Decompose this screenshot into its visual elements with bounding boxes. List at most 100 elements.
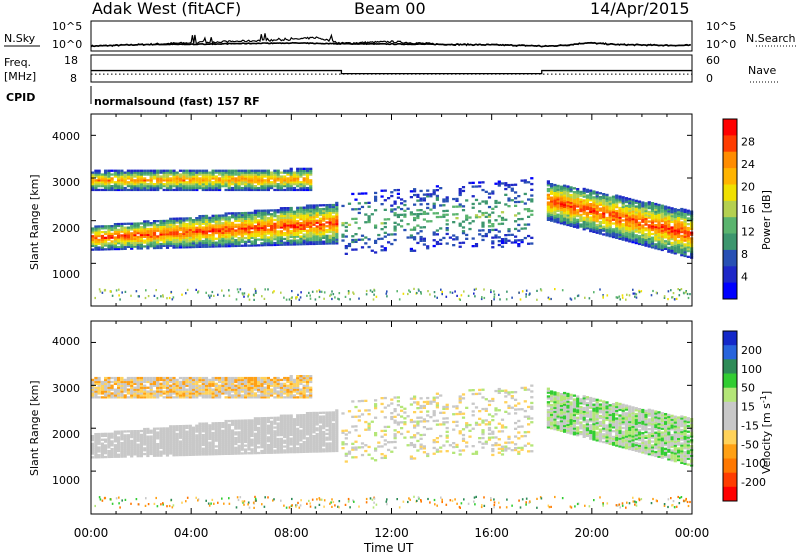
velocity-cell [113,451,117,455]
power-cell [240,229,244,232]
power-cell [211,237,215,240]
power-cell [325,217,329,220]
power-cell [191,244,196,247]
power-cell [91,244,95,247]
velocity-cell [191,447,196,451]
velocity-cell [146,431,150,434]
power-cell [263,226,267,230]
power-cell [452,205,456,208]
power-cell [165,183,170,186]
power-cell [357,192,361,195]
power-cell [244,211,248,215]
velocity-cell [185,430,189,433]
power-cell [253,215,257,218]
power-cell [250,232,254,236]
power-cell [312,231,316,234]
velocity-cell [283,451,287,454]
power-cell [97,234,101,238]
velocity-cell [335,438,339,441]
velocity-cell [318,442,323,445]
power-cell [618,197,622,200]
power-cell [657,203,661,207]
power-speckle [210,294,212,297]
power-cell [409,228,413,231]
velocity-cell [152,437,157,440]
velocity-cell [136,453,140,456]
power-cell [240,213,244,217]
power-cell [335,209,339,212]
power-cell [305,221,310,225]
power-cell [644,204,648,207]
power-cell [263,234,267,237]
power-cell [237,233,241,236]
power-cell [204,188,209,192]
power-cell [309,206,313,209]
power-cell [419,209,423,212]
velocity-cell [211,445,215,448]
velocity-cell [270,440,274,443]
velocity-cell [292,451,296,454]
velocity-cell [240,434,244,438]
velocity-cell [221,439,225,442]
power-speckle [685,290,687,293]
power-cell [270,224,274,227]
power-cell [683,252,687,256]
power-cell [126,236,130,239]
power-speckle [625,298,627,301]
power-cell [530,177,534,180]
power-cell [169,233,173,236]
power-cell [628,232,632,235]
power-cell [289,208,293,212]
power-cell [429,220,433,223]
velocity-cell [328,430,332,433]
power-cell [188,234,192,237]
power-speckle [536,298,538,301]
power-speckle [285,298,288,301]
velocity-cell [211,424,215,427]
power-cell [364,242,368,245]
power-cell [569,215,573,218]
power-cell [312,219,316,222]
power-cell [677,232,681,235]
power-cell [283,218,287,221]
power-cell [491,207,495,210]
power-cell [686,236,690,239]
velocity-cell [120,451,124,454]
velocity-data-layer [91,375,694,509]
velocity-cell [312,427,316,430]
power-cell [208,186,212,190]
power-cell [553,185,557,189]
power-cell [657,242,661,245]
power-cell [276,237,280,241]
power-cell [227,245,231,248]
power-cell [631,227,635,230]
velocity-cell [191,426,196,429]
power-speckle [228,289,230,292]
power-cell [312,217,316,221]
power-cell [602,221,606,225]
velocity-cell [188,436,192,439]
power-cell [637,235,642,238]
power-cell [201,181,205,184]
velocity-cell [260,451,264,455]
power-cell [445,213,449,216]
power-cell [471,206,475,209]
power-cell [120,173,124,176]
velocity-cell [322,432,326,436]
power-cell [175,173,179,176]
velocity-cell [286,416,290,419]
power-cell [442,215,446,218]
power-cell [273,226,277,229]
velocity-cell [104,378,108,382]
power-cell [302,241,306,244]
velocity-cell [322,411,326,414]
power-cell [426,245,430,248]
power-axis-ticks [90,114,693,306]
velocity-cell [227,425,231,428]
velocity-cell [191,445,196,449]
power-cell [335,238,339,241]
velocity-cell [286,414,290,417]
power-speckle [673,298,676,301]
velocity-cell [100,438,104,441]
velocity-cell [302,427,306,430]
